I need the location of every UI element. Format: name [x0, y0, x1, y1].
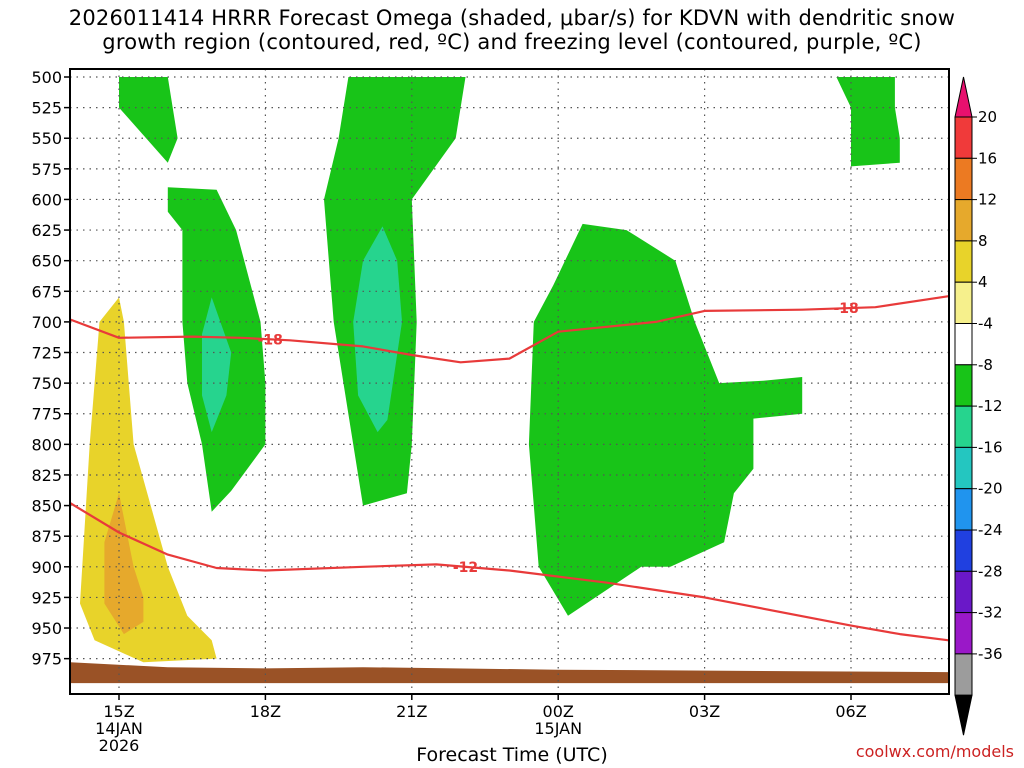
colorbar-label: -8 [978, 356, 993, 374]
y-tick-label-650: 650 [31, 252, 62, 271]
contour-dgz-bottom [69, 502, 949, 642]
colorbar-label: -4 [978, 315, 993, 333]
y-axis-ticks: 500 525 550 575 600 625 650 675 700 725 750 775 800 8… [31, 68, 70, 669]
chart-title: 2026011414 HRRR Forecast Omega (shaded, … [0, 6, 1024, 54]
omega-region-neg4-0 [119, 77, 178, 163]
colorbar-label: -16 [978, 438, 1003, 456]
omega-region-neg8-5 [202, 297, 232, 433]
colorbar-swatch [954, 116, 973, 159]
x-tick-label-18z: 18Z [250, 702, 281, 721]
y-tick-label-975: 975 [31, 650, 62, 669]
colorbar-swatch [954, 323, 973, 366]
x-tick-label-21z: 21Z [396, 702, 427, 721]
colorbar-swatch [954, 405, 973, 448]
x-tick-label-06z: 06Z [835, 702, 866, 721]
colorbar-label: -32 [978, 604, 1003, 622]
y-tick-label-850: 850 [31, 497, 62, 516]
dgz-contours: -18 -18 -12 [69, 295, 949, 642]
colorbar-swatch [954, 488, 973, 531]
contour-label-dgz-top: -18 [833, 301, 858, 317]
colorbar-label: -20 [978, 480, 1003, 498]
colorbar-bottom-arrow [954, 694, 973, 736]
colorbar-label: 12 [978, 191, 997, 209]
x-tick-label-15z: 15Z [103, 702, 134, 721]
chart-title-line-1: 2026011414 HRRR Forecast Omega (shaded, … [68, 6, 956, 30]
omega-region-neg4-4 [836, 77, 900, 167]
colorbar-label: 20 [978, 108, 997, 126]
y-tick-label-525: 525 [31, 99, 62, 118]
colorbar-swatch [954, 612, 973, 655]
grid-lines [70, 69, 949, 694]
chart-title-line-2: growth region (contoured, red, ºC) and f… [102, 30, 922, 54]
colorbar-label: -24 [978, 521, 1003, 539]
colorbar-swatch [954, 529, 973, 572]
colorbar-label: -28 [978, 562, 1003, 580]
contour-label-dgz-bottom: -12 [453, 560, 478, 576]
terrain-layer [70, 662, 949, 684]
terrain-fill [70, 662, 949, 684]
y-tick-label-775: 775 [31, 405, 62, 424]
colorbar-swatch [954, 157, 973, 201]
y-tick-label-900: 900 [31, 558, 62, 577]
x-tick-label-15jan: 15JAN [534, 719, 582, 738]
y-tick-label-725: 725 [31, 344, 62, 363]
x-tick-label-00z: 00Z [543, 702, 574, 721]
plot-frame [69, 68, 950, 695]
y-tick-label-625: 625 [31, 221, 62, 240]
colorbar-swatch [954, 653, 973, 696]
omega-region-neg4-3 [528, 223, 803, 616]
colorbar-label: 8 [978, 232, 988, 250]
colorbar-swatch [954, 446, 973, 490]
y-tick-label-950: 950 [31, 619, 62, 638]
colorbar-label: 4 [978, 273, 988, 291]
y-tick-label-700: 700 [31, 313, 62, 332]
x-tick-label-2026: 2026 [99, 736, 140, 755]
colorbar-label: 16 [978, 149, 997, 167]
credit-link[interactable]: coolwx.com/models [855, 742, 1014, 761]
x-tick-label-14jan: 14JAN [95, 719, 143, 738]
y-tick-label-875: 875 [31, 527, 62, 546]
y-tick-label-925: 925 [31, 588, 62, 607]
colorbar-swatch [954, 281, 973, 325]
colorbar-label: -12 [978, 397, 1003, 415]
colorbar: 20 16 12 8 4 -4 -8 -12 -16 -20 -24 -28 -32 -36 [954, 76, 1003, 736]
y-tick-label-800: 800 [31, 435, 62, 454]
omega-region-neg8-6 [353, 226, 402, 433]
y-tick-label-600: 600 [31, 190, 62, 209]
plot-border [69, 68, 950, 695]
y-tick-label-750: 750 [31, 374, 62, 393]
colorbar-swatch [954, 364, 973, 407]
colorbar-label: -36 [978, 645, 1003, 663]
colorbar-swatch [954, 570, 973, 614]
y-tick-label-550: 550 [31, 129, 62, 148]
y-tick-label-575: 575 [31, 160, 62, 179]
contour-dgz-top [69, 295, 949, 364]
colorbar-swatch [954, 199, 973, 242]
x-axis-title: Forecast Time (UTC) [416, 744, 608, 766]
y-tick-label-500: 500 [31, 68, 62, 87]
contour-label-dgz-top: -18 [258, 332, 283, 348]
colorbar-swatch [954, 240, 973, 283]
omega-shading [80, 77, 900, 663]
y-tick-label-675: 675 [31, 282, 62, 301]
colorbar-top-arrow [954, 76, 973, 118]
x-tick-label-03z: 03Z [689, 702, 720, 721]
y-tick-label-825: 825 [31, 466, 62, 485]
